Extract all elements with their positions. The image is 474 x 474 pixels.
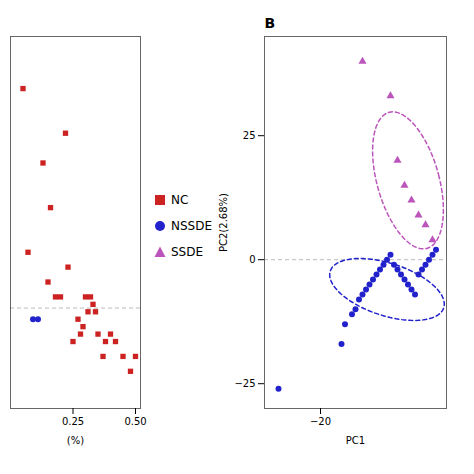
svg-text:−20: −20 (310, 416, 331, 427)
html-text:NSSDE: NSSDE (171, 219, 212, 233)
svg-text:0: 0 (249, 254, 255, 265)
html-text:NC: NC (171, 193, 189, 207)
svg-text:0.25: 0.25 (62, 416, 84, 427)
svg-text:−25: −25 (234, 378, 255, 389)
svg-text:B: B (265, 15, 276, 31)
html-text:SSDE: SSDE (171, 245, 204, 259)
svg-text:PC1: PC1 (346, 435, 365, 446)
svg-text:PC2(2.68%): PC2(2.68%) (218, 193, 229, 252)
svg-text:(%): (%) (67, 435, 84, 446)
svg-text:25: 25 (243, 130, 256, 141)
svg-text:0.50: 0.50 (124, 416, 146, 427)
